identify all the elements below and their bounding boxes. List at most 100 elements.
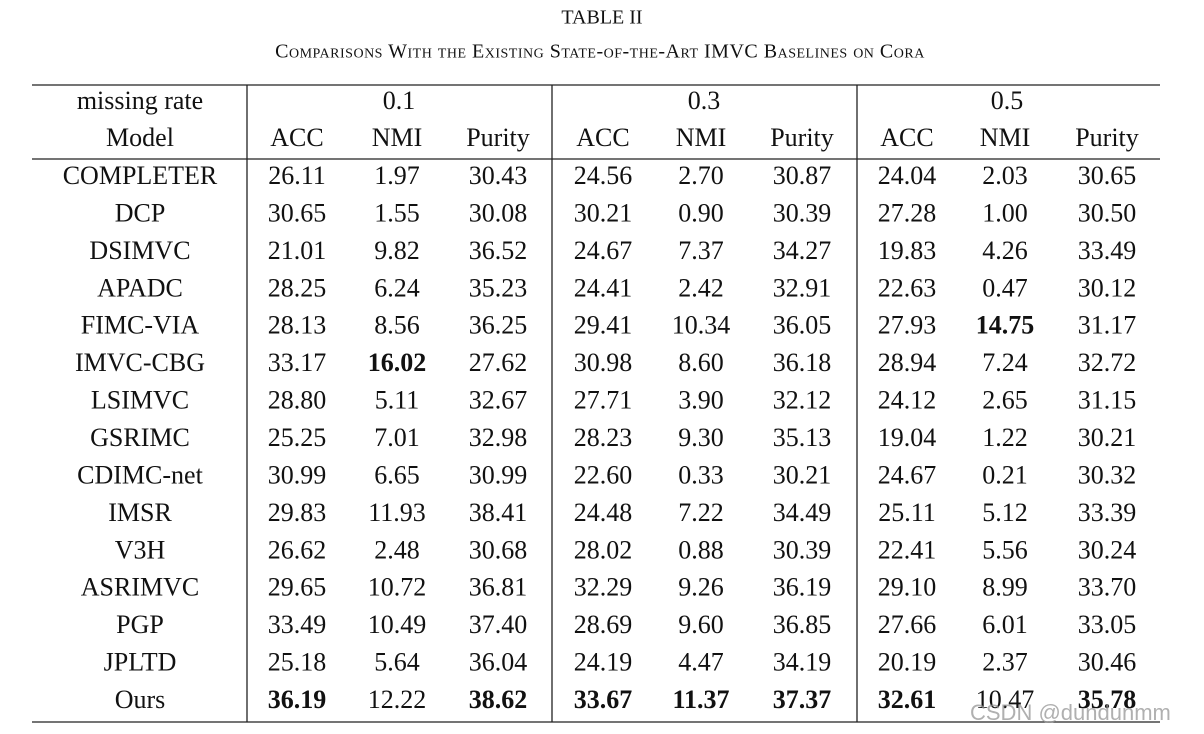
table-cell: 24.04 — [878, 161, 937, 190]
table-cell: 2.37 — [982, 648, 1028, 677]
table-cell: 30.21 — [1078, 423, 1137, 452]
table-cell: 30.39 — [773, 198, 832, 227]
table-cell: 36.05 — [773, 311, 832, 340]
table-cell: 5.56 — [982, 535, 1028, 564]
table-cell: 22.63 — [878, 273, 937, 302]
table-cell: 12.22 — [368, 685, 427, 714]
table-title: TABLE II — [561, 7, 642, 29]
table-cell: 27.66 — [878, 610, 937, 639]
model-name: DSIMVC — [89, 236, 190, 265]
table-cell: 4.47 — [678, 648, 724, 677]
table-cell: 10.49 — [368, 610, 427, 639]
table-cell: 0.88 — [678, 535, 724, 564]
table-cell: 21.01 — [268, 236, 327, 265]
table-cell: 0.33 — [678, 460, 724, 489]
table-cell: 37.40 — [469, 610, 528, 639]
table-cell: 3.90 — [678, 386, 724, 415]
table-cell: 1.55 — [374, 198, 420, 227]
table-cell: 30.68 — [469, 535, 528, 564]
table-cell: 29.41 — [574, 311, 633, 340]
watermark: CSDN @dundunmm — [970, 700, 1171, 725]
table-cell: 28.13 — [268, 311, 327, 340]
table-cell: 7.22 — [678, 498, 724, 527]
table-cell: 24.19 — [574, 648, 633, 677]
table-cell: 14.75 — [976, 311, 1035, 340]
table-cell: 30.12 — [1078, 273, 1137, 302]
column-header: ACC — [880, 123, 933, 152]
table-cell: 30.32 — [1078, 460, 1137, 489]
table-cell: 30.39 — [773, 535, 832, 564]
table-cell: 0.21 — [982, 460, 1028, 489]
table-cell: 30.24 — [1078, 535, 1137, 564]
table-cell: 9.82 — [374, 236, 420, 265]
table-cell: 30.87 — [773, 161, 832, 190]
table-cell: 16.02 — [368, 348, 427, 377]
table-cell: 31.17 — [1078, 311, 1137, 340]
table-cell: 35.13 — [773, 423, 832, 452]
table-cell: 10.72 — [368, 573, 427, 602]
model-name: IMSR — [108, 498, 172, 527]
model-name: COMPLETER — [63, 161, 218, 190]
table-cell: 33.17 — [268, 348, 327, 377]
model-name: PGP — [116, 610, 164, 639]
column-header: NMI — [676, 123, 727, 152]
table-cell: 34.19 — [773, 648, 832, 677]
table-cell: 2.42 — [678, 273, 724, 302]
table-cell: 32.29 — [574, 573, 633, 602]
table-cell: 32.72 — [1078, 348, 1137, 377]
table-cell: 30.65 — [1078, 161, 1137, 190]
table-cell: 32.67 — [469, 386, 528, 415]
table-cell: 9.60 — [678, 610, 724, 639]
table-cell: 30.46 — [1078, 648, 1137, 677]
table-cell: 19.04 — [878, 423, 937, 452]
table-cell: 2.70 — [678, 161, 724, 190]
table-cell: 30.99 — [469, 460, 528, 489]
table-cell: 19.83 — [878, 236, 937, 265]
table-cell: 36.81 — [469, 573, 528, 602]
table-cell: 2.48 — [374, 535, 420, 564]
table-cell: 25.11 — [878, 498, 936, 527]
model-name: V3H — [115, 535, 166, 564]
column-header: ACC — [270, 123, 323, 152]
table-cell: 0.90 — [678, 198, 724, 227]
table-cell: 31.15 — [1078, 386, 1137, 415]
table-cell: 22.60 — [574, 460, 633, 489]
table-cell: 24.67 — [878, 460, 937, 489]
table-cell: 33.49 — [1078, 236, 1137, 265]
column-header: ACC — [576, 123, 629, 152]
table-caption: Comparisons With the Existing State-of-t… — [275, 41, 925, 63]
table-cell: 24.67 — [574, 236, 633, 265]
table-cell: 25.25 — [268, 423, 327, 452]
table-cell: 32.98 — [469, 423, 528, 452]
table-cell: 28.69 — [574, 610, 633, 639]
table-cell: 5.11 — [375, 386, 420, 415]
table-cell: 1.97 — [374, 161, 420, 190]
table-cell: 20.19 — [878, 648, 937, 677]
table-cell: 10.34 — [672, 311, 731, 340]
model-name: ASRIMVC — [81, 573, 199, 602]
table-cell: 33.67 — [574, 685, 633, 714]
table-cell: 1.22 — [982, 423, 1028, 452]
model-name: JPLTD — [104, 648, 177, 677]
column-header: NMI — [372, 123, 423, 152]
table-cell: 29.65 — [268, 573, 327, 602]
table-cell: 36.52 — [469, 236, 528, 265]
model-name: FIMC-VIA — [81, 311, 200, 340]
table-cell: 33.05 — [1078, 610, 1137, 639]
table-cell: 27.93 — [878, 311, 937, 340]
group-header: 0.3 — [688, 86, 721, 115]
table-cell: 24.41 — [574, 273, 633, 302]
model-name: Ours — [115, 685, 166, 714]
table-cell: 32.61 — [878, 685, 937, 714]
model-name: GSRIMC — [90, 423, 190, 452]
table-cell: 27.28 — [878, 198, 937, 227]
table-cell: 28.94 — [878, 348, 937, 377]
table-cell: 25.18 — [268, 648, 327, 677]
table-cell: 27.71 — [574, 386, 633, 415]
table-cell: 28.80 — [268, 386, 327, 415]
table-cell: 7.01 — [374, 423, 420, 452]
table-cell: 28.23 — [574, 423, 633, 452]
table-cell: 36.19 — [773, 573, 832, 602]
table-cell: 2.65 — [982, 386, 1028, 415]
